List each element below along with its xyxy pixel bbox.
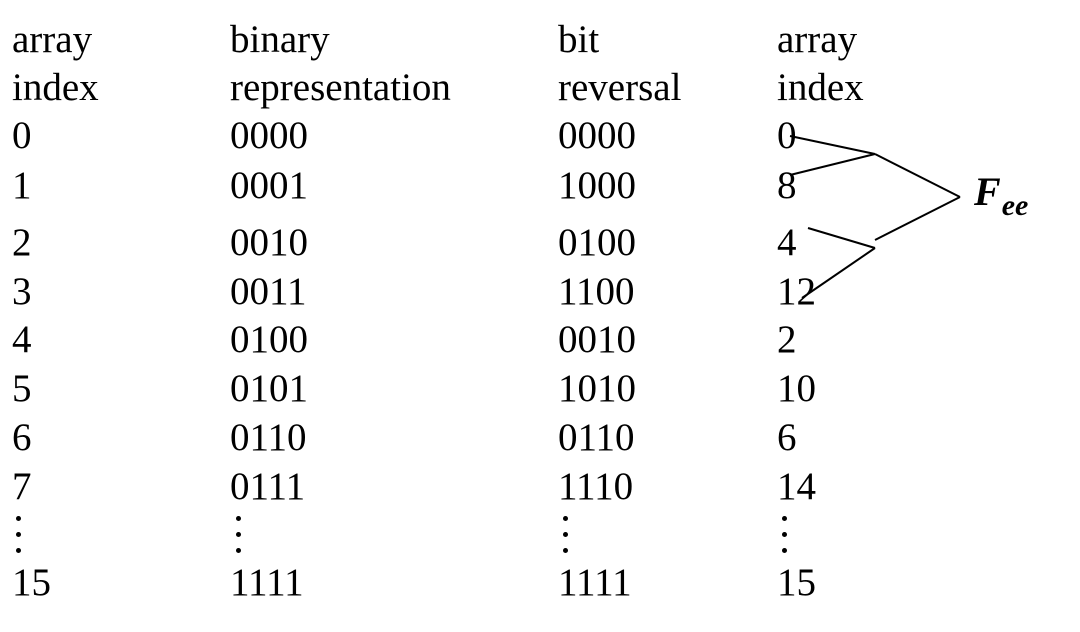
- last-row-reversed: 1111: [558, 561, 632, 604]
- header-array-index-1-line1: array: [12, 18, 93, 61]
- connector-12-to-group-b: [801, 247, 876, 299]
- row-2-reversed: 0100: [558, 221, 636, 264]
- row-4-index: 4: [12, 318, 32, 361]
- row-4-binary: 0100: [230, 318, 308, 361]
- fee-subscript: ee: [1001, 189, 1029, 222]
- row-5-new-index: 10: [777, 367, 816, 410]
- row-2-new-index: 4: [777, 221, 797, 264]
- header-bit-reversal-line1: bit: [558, 18, 600, 61]
- row-2-index: 2: [12, 221, 32, 264]
- row-6-reversed: 0110: [558, 416, 635, 459]
- connector-4-to-group-b: [807, 227, 876, 249]
- row-7-new-index: 14: [777, 465, 816, 508]
- fee-main-symbol: F: [974, 169, 1001, 214]
- row-4-reversed: 0010: [558, 318, 636, 361]
- row-1-binary: 0001: [230, 164, 308, 207]
- row-3-index: 3: [12, 270, 32, 313]
- connector-group-a-to-fee: [874, 153, 961, 198]
- row-1-index: 1: [12, 164, 32, 207]
- ellipsis-index-column: [16, 514, 24, 556]
- last-row-index: 15: [12, 561, 51, 604]
- row-7-binary: 0111: [230, 465, 306, 508]
- row-1-reversed: 1000: [558, 164, 636, 207]
- row-6-new-index: 6: [777, 416, 797, 459]
- connector-0-to-group-a: [789, 135, 876, 155]
- row-5-reversed: 1010: [558, 367, 636, 410]
- row-0-binary: 0000: [230, 114, 308, 157]
- fee-label: Fee: [974, 168, 1028, 223]
- row-3-new-index: 12: [777, 270, 816, 313]
- last-row-new-index: 15: [777, 561, 816, 604]
- row-2-binary: 0010: [230, 221, 308, 264]
- row-4-new-index: 2: [777, 318, 797, 361]
- row-3-binary: 0011: [230, 270, 307, 313]
- header-array-index-2-line1: array: [777, 18, 858, 61]
- ellipsis-reversal-column: [563, 514, 571, 556]
- connector-8-to-group-a: [789, 153, 876, 176]
- row-0-new-index: 0: [777, 114, 797, 157]
- row-5-index: 5: [12, 367, 32, 410]
- row-6-index: 6: [12, 416, 32, 459]
- header-array-index-1-line2: index: [12, 66, 99, 109]
- connector-group-b-to-fee: [874, 196, 961, 241]
- last-row-binary: 1111: [230, 561, 304, 604]
- header-bit-reversal-line2: reversal: [558, 66, 682, 109]
- row-1-new-index: 8: [777, 164, 797, 207]
- row-3-reversed: 1100: [558, 270, 635, 313]
- row-0-index: 0: [12, 114, 32, 157]
- ellipsis-binary-column: [236, 514, 244, 556]
- header-array-index-2-line2: index: [777, 66, 864, 109]
- row-7-reversed: 1110: [558, 465, 634, 508]
- ellipsis-new-index-column: [782, 514, 790, 556]
- header-binary-representation-line1: binary: [230, 18, 330, 61]
- row-7-index: 7: [12, 465, 32, 508]
- header-binary-representation-line2: representation: [230, 66, 451, 109]
- row-6-binary: 0110: [230, 416, 307, 459]
- row-0-reversed: 0000: [558, 114, 636, 157]
- row-5-binary: 0101: [230, 367, 308, 410]
